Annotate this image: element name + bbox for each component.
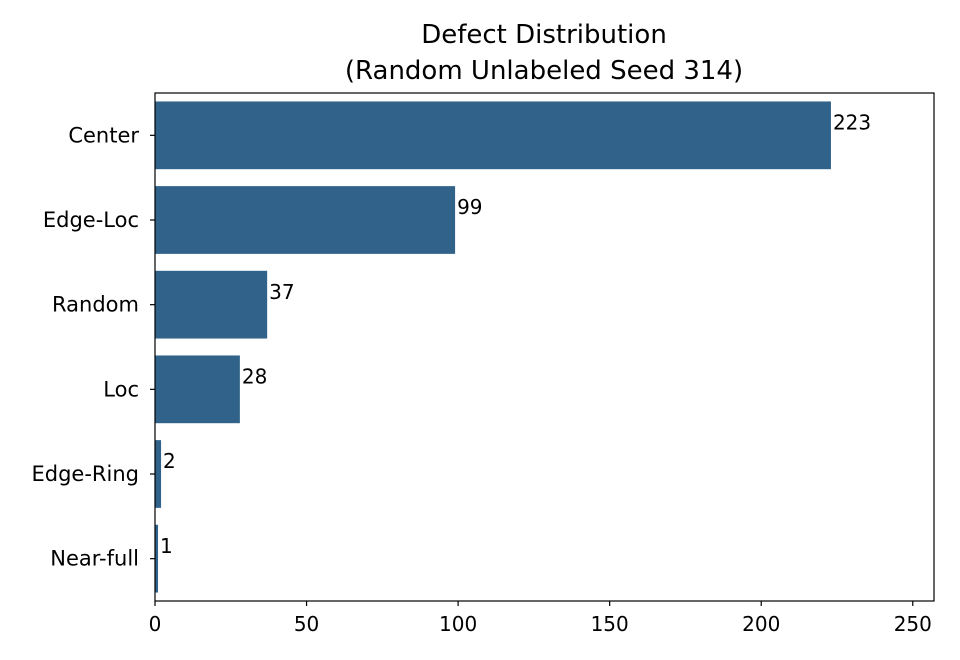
y-tick-label: Edge-Ring [32, 462, 140, 486]
data-label-near-full: 1 [160, 534, 173, 558]
data-label-random: 37 [269, 280, 294, 304]
y-tick-label: Near-full [50, 547, 139, 571]
data-label-center: 223 [833, 110, 871, 134]
data-label-edge-ring: 2 [163, 449, 176, 473]
bar-center [155, 101, 831, 170]
data-label-edge-loc: 99 [457, 195, 482, 219]
bar-random [155, 270, 268, 339]
bar-near-full [155, 524, 159, 593]
data-label-loc: 28 [242, 364, 267, 388]
x-tick-label: 200 [742, 612, 780, 636]
bar-loc [155, 355, 240, 424]
bar-edge-ring [155, 440, 162, 508]
y-tick-label: Edge-Loc [43, 208, 139, 232]
x-tick-label: 50 [294, 612, 319, 636]
x-tick-label: 250 [894, 612, 932, 636]
chart-title: Defect Distribution [421, 20, 667, 50]
bar-edge-loc [155, 186, 456, 254]
y-tick-label: Random [52, 293, 139, 317]
y-tick-label: Loc [103, 377, 139, 401]
chart-subtitle: (Random Unlabeled Seed 314) [344, 56, 744, 86]
axes-frame [154, 92, 935, 602]
x-tick-label: 150 [591, 612, 629, 636]
x-tick-label: 0 [149, 612, 162, 636]
x-tick-label: 100 [439, 612, 477, 636]
y-tick-label: Center [68, 123, 139, 147]
